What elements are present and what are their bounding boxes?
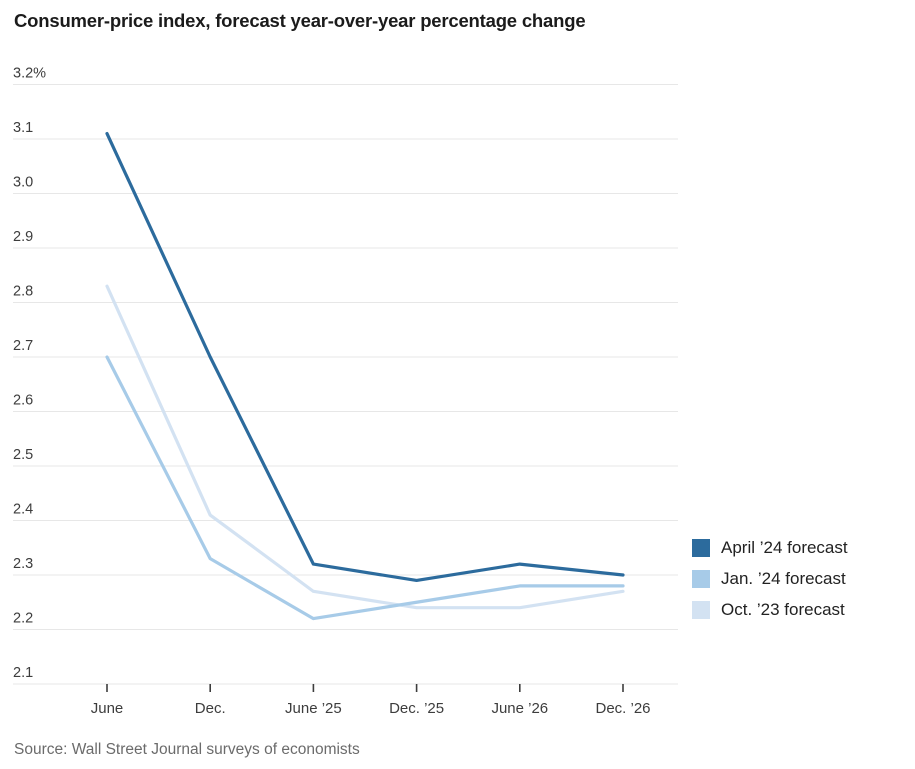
chart-title: Consumer-price index, forecast year-over…	[14, 10, 586, 31]
y-axis-label: 2.3	[13, 556, 33, 572]
legend-swatch-icon	[692, 539, 710, 557]
legend-item: Jan. ’24 forecast	[692, 568, 848, 590]
y-axis-label: 2.5	[13, 447, 33, 463]
y-axis-label: 3.2%	[13, 66, 46, 82]
x-axis-label: Dec. ’25	[389, 700, 444, 717]
y-axis-label: 3.0	[13, 175, 33, 191]
x-axis-label: June	[91, 700, 124, 717]
legend-label: Jan. ’24 forecast	[721, 569, 846, 588]
chart-legend: April ’24 forecast Jan. ’24 forecast Oct. …	[692, 537, 848, 630]
series-line-oct-23-forecast	[105, 284, 625, 610]
y-axis-label: 2.7	[13, 338, 33, 354]
legend-swatch-icon	[692, 601, 710, 619]
y-axis-label: 2.9	[13, 229, 33, 245]
y-axis-label: 2.6	[13, 393, 33, 409]
x-axis-label: June ’25	[285, 700, 342, 717]
series-line-jan-24-forecast	[105, 355, 625, 621]
x-axis-label: Dec. ’26	[595, 700, 650, 717]
legend-item: April ’24 forecast	[692, 537, 848, 559]
x-axis-label: Dec.	[195, 700, 226, 717]
y-axis-label: 2.8	[13, 284, 33, 300]
y-axis-label: 3.1	[13, 120, 33, 136]
series-line-april-24-forecast	[105, 131, 625, 583]
legend-label: Oct. ’23 forecast	[721, 600, 845, 619]
legend-label: April ’24 forecast	[721, 538, 848, 557]
legend-item: Oct. ’23 forecast	[692, 599, 848, 621]
source-note: Source: Wall Street Journal surveys of e…	[14, 741, 360, 758]
y-axis-label: 2.2	[13, 611, 33, 627]
legend-swatch-icon	[692, 570, 710, 588]
x-axis-label: June ’26	[491, 700, 548, 717]
y-axis-label: 2.1	[13, 665, 33, 681]
y-axis-label: 2.4	[13, 502, 33, 518]
